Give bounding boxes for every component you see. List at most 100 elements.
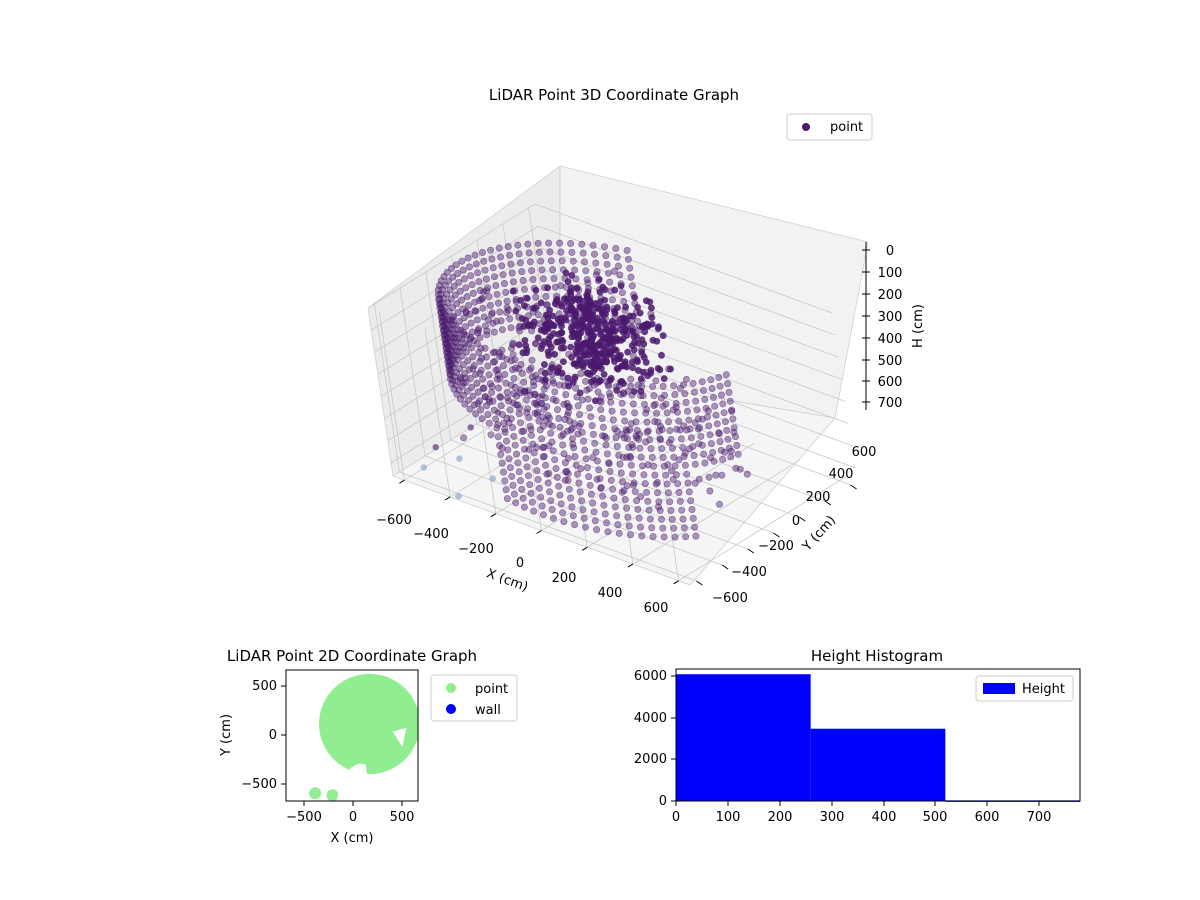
data-point [651,471,659,479]
data-point [564,454,572,462]
data-point [497,393,505,401]
legend-marker-wall [446,704,456,714]
data-point [715,500,723,508]
legend-label-point: point [475,682,508,697]
data-point [578,396,586,404]
grid-line [450,439,748,550]
data-point [587,378,595,386]
data-point [552,464,560,472]
x-tick-label: 0 [516,556,524,571]
data-point [545,239,553,247]
data-point [529,275,537,283]
data-point [633,426,641,434]
data-point [685,416,693,424]
data-point [592,362,600,370]
data-point [518,268,526,276]
data-point [548,505,556,513]
data-point [532,293,540,301]
legend-box [786,113,873,141]
data-point [717,391,725,399]
histogram-frame [675,668,1081,802]
data-point [503,308,511,316]
data-point [458,352,466,360]
data-point [531,409,539,417]
data-point [538,266,546,274]
data-point [569,257,577,265]
data-point [463,293,471,301]
data-point [665,439,673,447]
data-point [660,375,668,383]
data-point [516,477,524,485]
data-point [654,325,662,333]
point-cloud-area [319,673,418,775]
data-point [613,512,621,520]
data-point [459,361,467,369]
data-point [507,324,515,332]
data-point [724,380,732,388]
data-point [597,484,605,492]
data-point [514,459,522,467]
data-point [591,397,599,405]
data-point [602,441,610,449]
data-point [634,303,642,311]
x-tick-label: 400 [872,810,897,825]
data-point [594,388,602,396]
data-point [670,382,678,390]
grid-line [541,247,839,358]
x-tick [673,580,679,585]
plot-2d-y-ticks: 500 0 −500 [241,679,286,792]
data-point [575,411,583,419]
histogram-y-ticks: 0 2000 4000 6000 [634,669,676,809]
data-point [479,384,487,392]
grid-line [538,225,836,336]
data-point [488,382,496,390]
data-point [547,343,555,351]
data-point [594,320,602,328]
z-tick-label: 100 [878,266,903,281]
data-point [506,464,514,472]
data-point [527,431,535,439]
data-point [498,262,506,270]
data-point [727,447,735,455]
data-point [675,417,683,425]
data-point [595,275,603,283]
data-point [503,297,511,305]
data-point [540,405,548,413]
legend-label-point: point [830,120,863,135]
data-point [701,459,709,467]
data-point [684,479,692,487]
data-point [464,357,472,365]
data-point [446,346,454,354]
data-point [541,394,549,402]
data-point [602,252,610,260]
data-point [608,407,616,415]
x-tick-label: −500 [286,810,322,825]
data-point [648,524,656,532]
data-point [449,273,457,281]
data-point [441,310,449,318]
data-point [531,340,539,348]
data-point [520,285,528,293]
data-point [559,358,567,366]
data-point [628,282,636,290]
data-point [589,314,597,322]
x-tick-label: 200 [768,810,793,825]
data-point [578,316,586,324]
data-point [659,453,667,461]
data-point [486,398,494,406]
data-point [580,307,588,315]
data-point [600,501,608,509]
data-point [671,533,679,541]
data-point [620,390,628,398]
legend-marker-point [446,683,456,693]
data-point [732,464,740,472]
data-point [495,441,503,449]
legend-marker-point [802,123,810,131]
data-point [534,239,542,247]
data-point [723,426,731,434]
grid-line [557,358,856,469]
y-tick [773,532,780,538]
data-point [641,328,649,336]
data-point [568,353,576,361]
data-point [627,273,635,281]
